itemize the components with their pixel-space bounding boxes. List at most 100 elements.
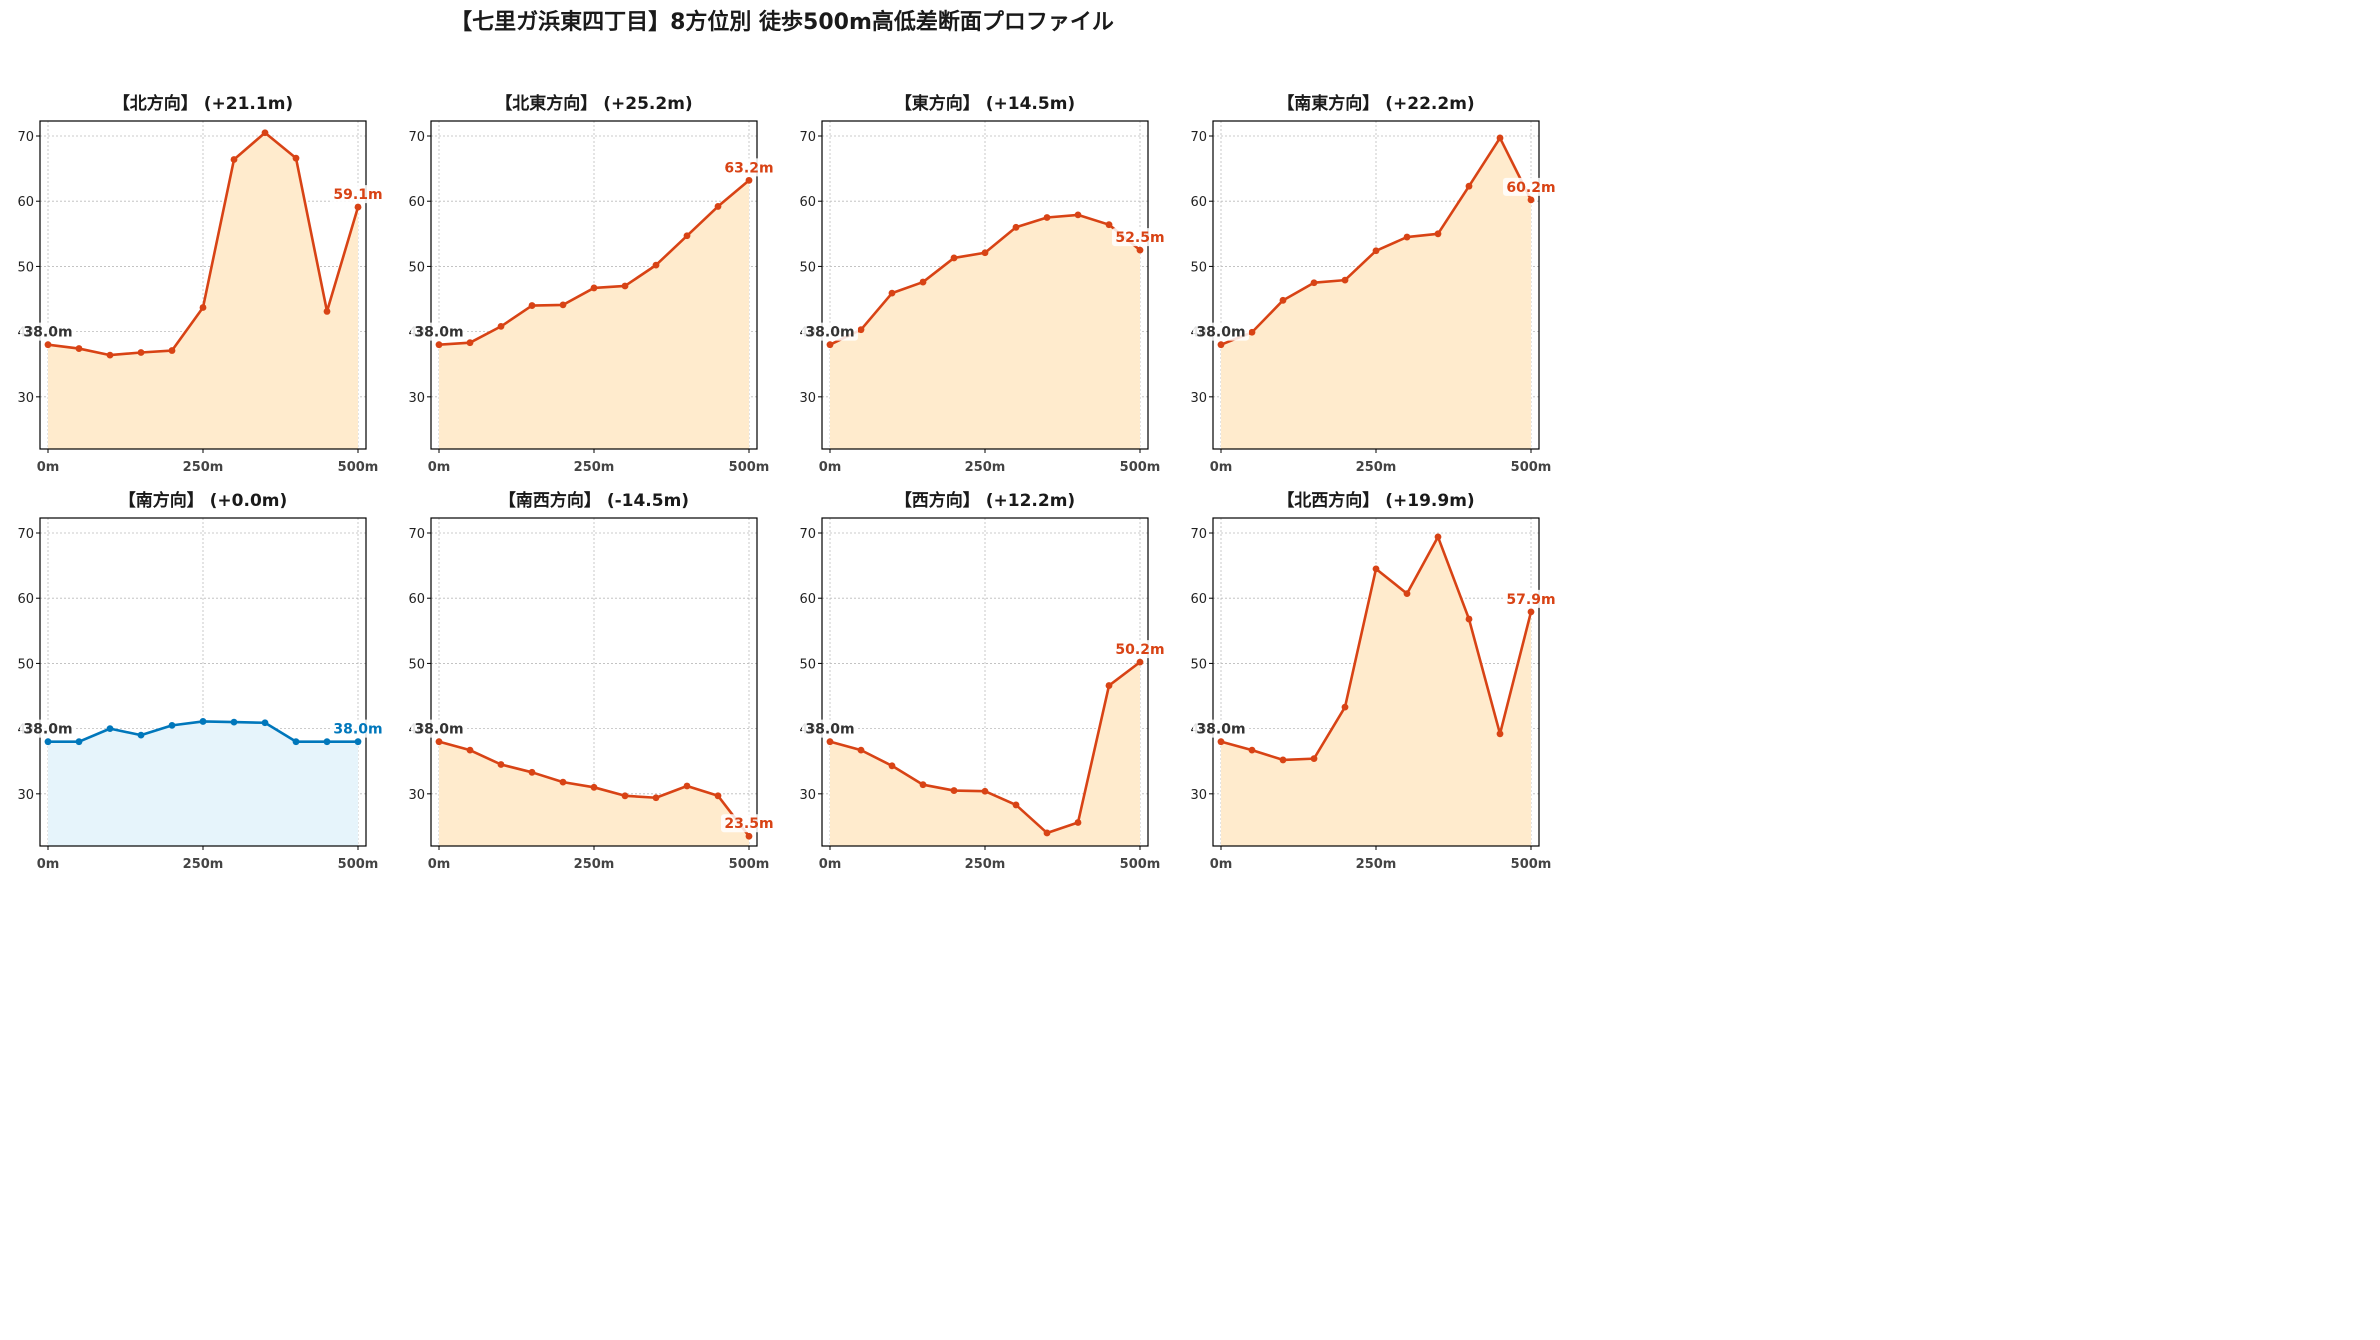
x-tick-label: 250m — [1356, 857, 1397, 872]
start-elevation-label: 38.0m — [23, 722, 72, 738]
end-label-bg — [721, 814, 777, 833]
data-point — [1465, 182, 1473, 190]
data-point — [1043, 829, 1051, 837]
data-point — [1341, 703, 1349, 711]
data-point — [1248, 328, 1256, 336]
y-tick-label: 50 — [799, 260, 816, 275]
data-point — [1341, 276, 1349, 284]
data-point — [1105, 221, 1113, 229]
data-point — [919, 781, 927, 789]
data-point — [1527, 196, 1535, 204]
y-tick-label: 60 — [17, 195, 34, 210]
data-point — [1372, 565, 1380, 573]
start-label-bg — [802, 719, 858, 738]
data-point — [1310, 279, 1318, 287]
y-tick-label: 50 — [408, 260, 425, 275]
end-label-bg — [1112, 640, 1168, 659]
figure-title: 【七里ガ浜東四丁目】8方位別 徒歩500m高低差断面プロファイル — [450, 10, 1114, 35]
data-point — [1136, 658, 1144, 666]
x-tick-label: 0m — [1210, 857, 1233, 872]
subplot-title: 【南東方向】 (+22.2m) — [1277, 93, 1474, 114]
x-tick-label: 250m — [1356, 460, 1397, 475]
data-point — [1434, 533, 1442, 541]
start-elevation-label: 38.0m — [23, 325, 72, 341]
start-label-bg — [802, 322, 858, 341]
data-point — [950, 254, 958, 262]
x-tick-label: 500m — [1511, 460, 1552, 475]
x-tick-label: 0m — [428, 857, 451, 872]
data-point — [435, 341, 443, 349]
x-tick-label: 0m — [37, 460, 60, 475]
data-point — [137, 731, 145, 739]
end-elevation-label: 38.0m — [333, 722, 382, 738]
data-point — [559, 778, 567, 786]
area-fill — [48, 132, 358, 449]
end-label-bg — [330, 719, 386, 738]
data-point — [1136, 246, 1144, 254]
start-elevation-label: 38.0m — [1196, 325, 1245, 341]
data-point — [199, 718, 207, 725]
start-elevation-label: 38.0m — [805, 325, 854, 341]
data-point — [1012, 223, 1020, 231]
y-tick-label: 30 — [408, 391, 425, 406]
y-tick-label: 30 — [799, 391, 816, 406]
y-tick-label: 70 — [1190, 527, 1207, 542]
y-tick-label: 70 — [408, 527, 425, 542]
y-tick-label: 50 — [1190, 260, 1207, 275]
y-tick-label: 70 — [17, 527, 34, 542]
y-tick-label: 70 — [408, 130, 425, 145]
data-point — [1279, 756, 1287, 764]
data-point — [652, 794, 660, 802]
data-point — [44, 341, 52, 349]
y-tick-label: 30 — [17, 788, 34, 803]
area-fill — [439, 741, 749, 846]
y-tick-label: 50 — [17, 657, 34, 672]
data-point — [1279, 296, 1287, 304]
data-point — [292, 738, 300, 746]
data-point — [745, 176, 753, 184]
data-point — [1310, 755, 1318, 763]
data-point — [1217, 341, 1225, 349]
data-point — [199, 304, 207, 311]
data-point — [106, 725, 114, 733]
x-tick-label: 500m — [729, 460, 770, 475]
data-point — [714, 792, 722, 800]
subplot-5: 【南西方向】 (-14.5m)30405060700m250m500m38.0m… — [408, 490, 777, 872]
data-point — [1434, 230, 1442, 238]
subplot-title: 【西方向】 (+12.2m) — [895, 490, 1075, 511]
subplot-7: 【北西方向】 (+19.9m)30405060700m250m500m38.0m… — [1190, 490, 1559, 872]
data-point — [826, 341, 834, 349]
data-point — [230, 156, 238, 163]
subplot-3: 【南東方向】 (+22.2m)30405060700m250m500m38.0m… — [1190, 93, 1559, 475]
y-tick-label: 30 — [1190, 788, 1207, 803]
y-tick-label: 30 — [1190, 391, 1207, 406]
y-tick-label: 60 — [1190, 195, 1207, 210]
subplot-1: 【北東方向】 (+25.2m)30405060700m250m500m38.0m… — [408, 93, 777, 475]
data-point — [528, 302, 536, 309]
data-point — [1527, 608, 1535, 616]
subplot-2: 【東方向】 (+14.5m)30405060700m250m500m38.0m5… — [799, 93, 1168, 475]
y-tick-label: 60 — [17, 592, 34, 607]
data-point — [888, 762, 896, 770]
y-tick-label: 30 — [408, 788, 425, 803]
end-label-bg — [721, 158, 777, 177]
y-tick-label: 60 — [408, 592, 425, 607]
data-point — [1105, 682, 1113, 689]
y-tick-label: 70 — [799, 130, 816, 145]
data-point — [1403, 233, 1411, 241]
data-point — [261, 719, 269, 727]
data-point — [106, 351, 114, 359]
x-tick-label: 0m — [428, 460, 451, 475]
data-point — [168, 721, 176, 729]
y-tick-label: 60 — [799, 195, 816, 210]
x-tick-label: 500m — [338, 857, 379, 872]
x-tick-label: 250m — [965, 857, 1006, 872]
data-point — [590, 783, 598, 791]
end-elevation-label: 63.2m — [724, 160, 773, 176]
x-tick-label: 0m — [37, 857, 60, 872]
data-point — [44, 738, 52, 746]
start-elevation-label: 38.0m — [414, 722, 463, 738]
data-point — [230, 718, 238, 726]
y-tick-label: 50 — [799, 657, 816, 672]
data-point — [1372, 247, 1380, 255]
